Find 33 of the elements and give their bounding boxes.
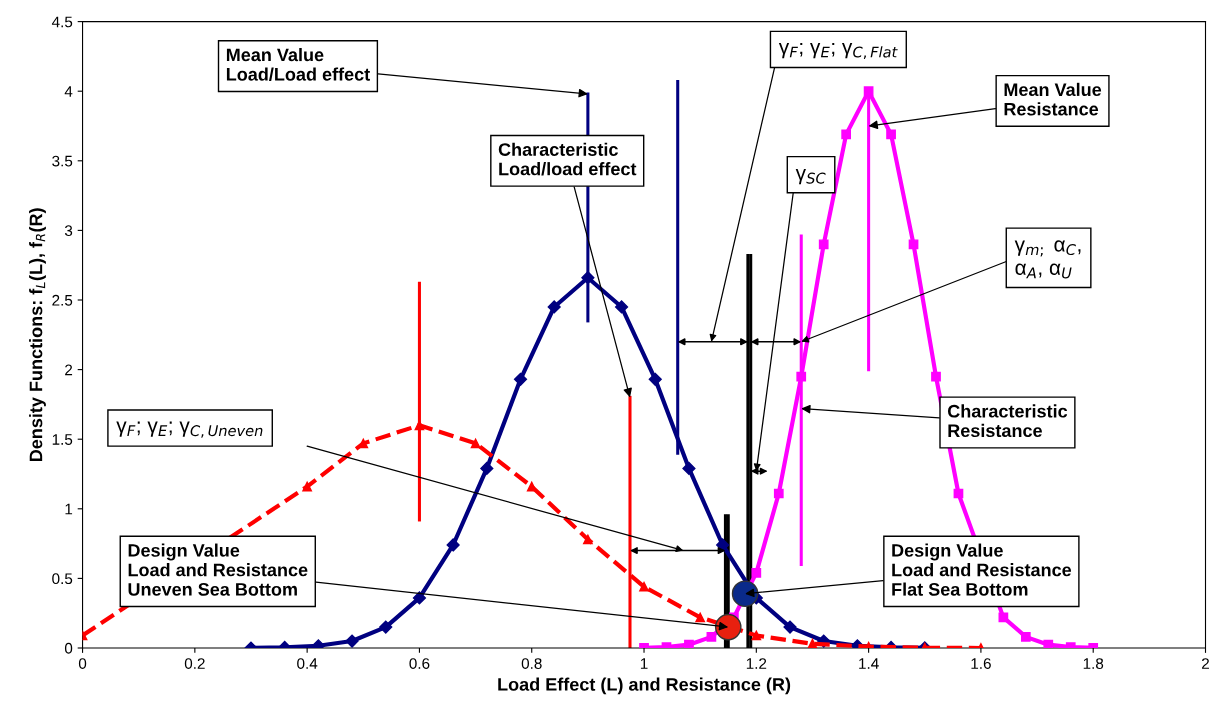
x-tick-label: 1 <box>640 658 648 669</box>
text: γ$_{m;}$ α$_{C}$, α$_{A}$, α$_{U}$ <box>1014 240 1081 279</box>
y-tick-label: 2 <box>65 364 73 376</box>
annotation: γ$_{SC}$ <box>795 169 826 185</box>
x-tick-label: 1.4 <box>859 658 879 669</box>
y-tick-label: 1.5 <box>52 434 73 445</box>
x-axis-title: Load Effect (L) and Resistance (R) <box>498 677 791 695</box>
y-tick-label: 3 <box>64 225 73 237</box>
annotation: γ$_{F}$; γ$_{E}$; γ$_{C,Flat}$ <box>778 42 898 60</box>
annotation: γ$_{F}$; γ$_{E}$; γ$_{C,Uneven}$ <box>116 421 263 438</box>
x-tick-label: 0.8 <box>521 658 542 669</box>
annotation: Mean Value Load/Load effect <box>226 48 370 81</box>
x-tick-label: 1.8 <box>1083 658 1104 669</box>
x-tick-label: 0 <box>78 658 87 669</box>
annotation: Design Value Load and Resistance Uneven Sea Bottom <box>128 543 308 596</box>
y-tick-label: 4 <box>64 86 73 97</box>
y-tick-label: 1 <box>65 503 73 515</box>
annotation: Mean Value Resistance <box>1004 82 1102 116</box>
annotation: Characteristic Load/load effect <box>498 142 637 176</box>
y-tick-label: 0 <box>64 642 73 654</box>
y-tick-label: 3.5 <box>52 155 73 167</box>
y-tick-label: 0.5 <box>52 573 73 585</box>
x-tick-label: 1.6 <box>971 658 991 669</box>
x-tick-label: 0.4 <box>297 658 318 669</box>
y-tick-label: 4.5 <box>51 16 73 28</box>
x-tick-label: 0.2 <box>184 658 205 669</box>
annotation: Design Value Load and Resistance Flat Sea Bottom <box>892 543 1072 596</box>
y-axis-title: Density Functions: f$_{L}$(L), f$_{R}$(R) <box>29 208 46 462</box>
y-tick-label: 2.5 <box>52 294 73 306</box>
x-tick-label: 1.2 <box>746 658 767 669</box>
annotation: Characteristic Resistance <box>947 404 1068 438</box>
x-tick-label: 0.6 <box>409 658 430 669</box>
x-tick-label: 2 <box>1202 658 1209 669</box>
